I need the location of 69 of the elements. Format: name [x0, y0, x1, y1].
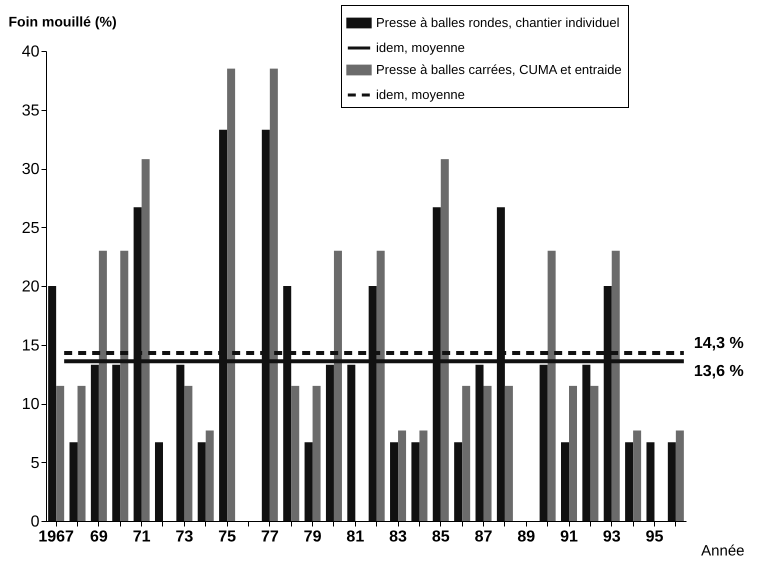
bar	[312, 386, 321, 521]
y-tick-label: 35	[22, 102, 40, 120]
bar	[454, 442, 462, 521]
x-tick-label: 87	[474, 528, 493, 546]
bar	[612, 250, 620, 521]
x-tick-label: 73	[175, 528, 194, 546]
bar	[154, 442, 163, 521]
bar	[462, 386, 470, 521]
bar	[484, 386, 492, 521]
y-tick-label: 5	[30, 454, 40, 472]
bar	[48, 286, 56, 521]
bar	[206, 430, 214, 521]
data-label: 14,3 %	[694, 334, 744, 352]
bar	[304, 442, 313, 521]
legend-label: idem, moyenne	[376, 87, 465, 102]
bar	[646, 442, 654, 521]
bar	[398, 430, 406, 521]
x-tick-label: 71	[132, 528, 151, 546]
bar	[291, 386, 300, 521]
x-tick-label: 83	[389, 528, 408, 546]
x-tick-label: 69	[90, 528, 108, 546]
bar	[504, 386, 513, 521]
x-tick-label: 95	[646, 528, 664, 546]
bar	[78, 386, 86, 521]
legend-label: idem, moyenne	[376, 40, 465, 55]
bar	[419, 430, 428, 521]
bar	[668, 442, 676, 521]
bar	[334, 250, 342, 521]
bar	[98, 250, 107, 521]
bar	[569, 386, 578, 521]
x-tick-label: 77	[260, 528, 279, 546]
x-tick-label: 85	[432, 528, 450, 546]
x-tick-label: 79	[304, 528, 322, 546]
x-tick-label: 81	[346, 528, 364, 546]
y-tick-label: 30	[22, 161, 40, 178]
x-tick-label: 91	[560, 528, 578, 546]
bar	[142, 159, 150, 521]
bar	[184, 386, 192, 521]
y-tick-label: 0	[30, 514, 40, 530]
x-tick-label: 75	[218, 528, 236, 546]
y-axis-title: Foin mouillé (%)	[8, 14, 117, 30]
bar	[56, 386, 64, 521]
bar	[376, 250, 385, 521]
bar	[198, 442, 206, 521]
bar	[270, 68, 278, 521]
y-tick-label: 10	[22, 396, 40, 413]
bar	[625, 442, 634, 521]
bar	[590, 386, 598, 521]
legend-label: Presse à balles rondes, chantier individuel	[376, 15, 620, 30]
data-label: 13,6 %	[694, 363, 744, 380]
bar	[70, 442, 78, 521]
y-tick-label: 25	[22, 220, 40, 237]
bar	[548, 250, 556, 521]
x-axis-title: Année	[701, 542, 744, 560]
y-tick-label: 20	[22, 278, 40, 296]
bar	[227, 68, 236, 521]
y-tick-label: 40	[22, 44, 40, 60]
bar	[120, 250, 128, 521]
x-tick-label: 89	[517, 528, 536, 546]
x-tick-label: 93	[602, 528, 621, 546]
bar	[440, 159, 449, 521]
bar	[560, 442, 570, 521]
bar	[411, 442, 420, 521]
y-tick-label: 15	[22, 337, 40, 354]
bar	[633, 430, 642, 521]
x-tick-label: 1967	[38, 528, 74, 546]
bar	[676, 430, 684, 521]
legend-label: Presse à balles carrées, CUMA et entraide	[376, 62, 622, 77]
bar	[390, 442, 398, 521]
